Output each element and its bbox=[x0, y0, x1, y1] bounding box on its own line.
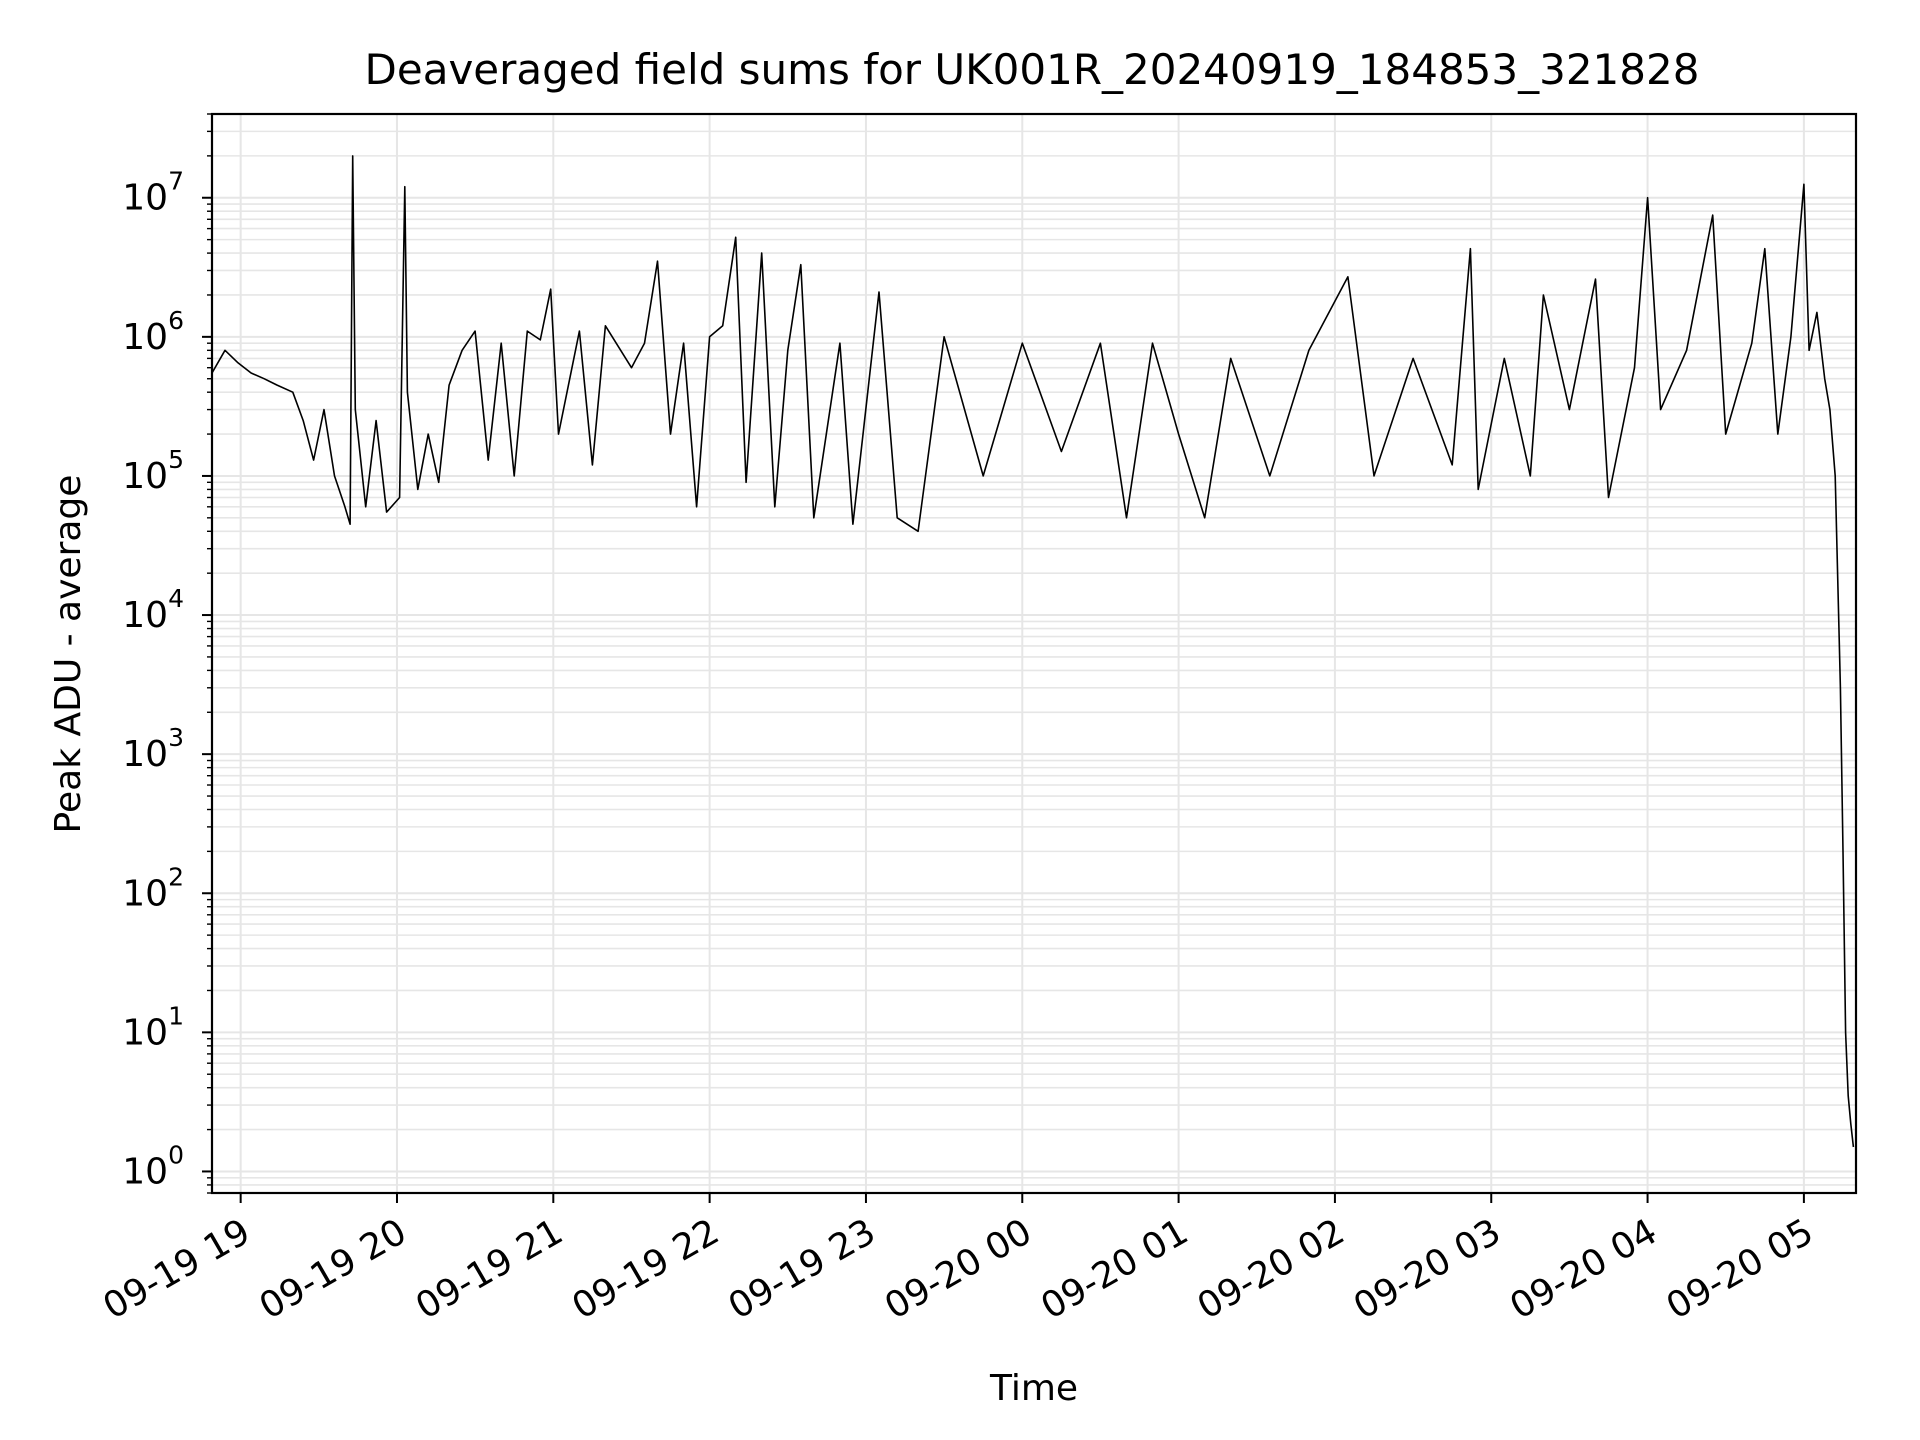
y-tick-exponent: 7 bbox=[168, 167, 184, 196]
y-tick-label: 10 bbox=[122, 317, 168, 358]
y-tick-exponent: 3 bbox=[168, 723, 184, 752]
chart-title: Deaveraged field sums for UK001R_2024091… bbox=[365, 45, 1700, 94]
y-tick-exponent: 0 bbox=[168, 1140, 184, 1169]
series-layer bbox=[211, 155, 1855, 1148]
y-tick-label: 10 bbox=[122, 456, 168, 497]
y-tick-exponent: 4 bbox=[168, 584, 184, 613]
x-axis-label: Time bbox=[989, 1368, 1078, 1409]
y-tick-label: 10 bbox=[122, 595, 168, 636]
y-tick-label: 10 bbox=[122, 734, 168, 775]
y-tick-exponent: 1 bbox=[168, 1001, 184, 1030]
y-tick-label: 10 bbox=[122, 1012, 168, 1053]
y-tick-label: 10 bbox=[122, 1151, 168, 1192]
y-tick-exponent: 6 bbox=[168, 306, 184, 335]
y-tick-label: 10 bbox=[122, 178, 168, 219]
grid-layer bbox=[212, 113, 1856, 1194]
y-tick-label: 10 bbox=[122, 873, 168, 914]
y-tick-exponent: 5 bbox=[168, 445, 184, 474]
plot-frame bbox=[210, 112, 1858, 1195]
y-tick-exponent: 2 bbox=[168, 862, 184, 891]
series-line bbox=[211, 155, 1855, 1148]
y-axis-label: Peak ADU - average bbox=[48, 475, 89, 834]
